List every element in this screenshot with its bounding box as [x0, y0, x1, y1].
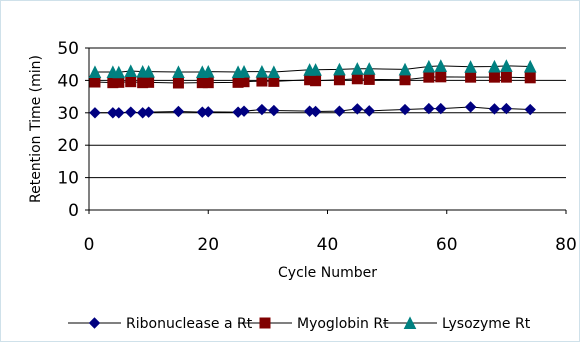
- series-2-point: [143, 76, 155, 88]
- series-3-point: [398, 62, 412, 76]
- y-tick-label: 50: [57, 39, 79, 59]
- series-2-point: [125, 76, 137, 88]
- legend-marker-2: [259, 317, 271, 329]
- y-axis-label: Retention Time (min): [28, 55, 44, 203]
- series-2-point: [351, 73, 363, 85]
- series-2-point: [113, 76, 125, 88]
- series-3-point: [464, 60, 477, 73]
- series-2-point: [465, 71, 477, 83]
- series-3-point: [422, 59, 436, 73]
- series-2-point: [333, 74, 345, 86]
- x-axis-label: Cycle Number: [278, 265, 377, 281]
- series-1-point: [399, 103, 411, 116]
- series-2-point: [202, 77, 214, 89]
- x-tick-label: 0: [84, 235, 95, 255]
- series-1-point: [309, 105, 322, 118]
- legend-label-1: Ribonuclease a Rt: [126, 316, 253, 332]
- series-1-point: [125, 106, 137, 118]
- series-1-point: [113, 107, 125, 119]
- series-2-point: [363, 73, 375, 85]
- series-2-point: [435, 71, 447, 83]
- series-1-point: [435, 102, 447, 115]
- series-1-point: [256, 103, 268, 116]
- legend-label-2: Myoglobin Rt: [297, 316, 389, 332]
- series-1-point: [268, 104, 280, 117]
- series-3-point: [124, 64, 138, 78]
- series-1-point: [363, 105, 375, 117]
- series-2-point: [89, 76, 101, 88]
- series-3-point: [172, 65, 185, 78]
- series-1-point: [423, 102, 435, 115]
- y-tick-label: 40: [57, 71, 79, 91]
- series-2-point: [423, 71, 435, 83]
- series-2-point: [310, 75, 322, 87]
- y-tick-label: 20: [57, 136, 79, 156]
- series-3-point: [88, 65, 102, 78]
- series-2-point: [488, 71, 500, 83]
- series-3-point: [267, 65, 281, 78]
- series-3-point: [112, 65, 126, 79]
- series-3-point: [142, 65, 155, 78]
- legend-marker-3: [403, 316, 417, 329]
- series-3-point: [237, 65, 251, 78]
- series-3-point: [488, 59, 501, 73]
- series-3-point: [523, 59, 537, 73]
- series-3-point: [351, 62, 364, 75]
- series-3-point: [309, 63, 322, 76]
- legend-marker-1: [88, 317, 101, 329]
- series-2-point: [238, 76, 250, 88]
- series-3-point: [500, 59, 513, 72]
- series-3-point: [434, 59, 448, 72]
- legend: Ribonuclease a Rt Myoglobin Rt Lysozyme Rt: [68, 316, 531, 332]
- series-3-point: [362, 62, 376, 75]
- tick-label-layer: 0 10 20 30 40 50 0 20 40 60 80: [57, 39, 576, 255]
- series-2-point: [500, 71, 512, 83]
- series-1-point: [488, 103, 501, 115]
- series-1-point: [89, 107, 101, 119]
- y-tick-label: 10: [57, 169, 79, 189]
- series-3-point: [255, 65, 269, 78]
- series-2-point: [172, 77, 184, 89]
- series-2-point: [399, 74, 411, 86]
- grid-layer: [89, 47, 566, 179]
- y-tick-label: 0: [68, 201, 79, 221]
- series-1-point: [524, 103, 536, 116]
- series-1-point: [351, 103, 364, 115]
- x-tick-label: 20: [197, 235, 219, 255]
- series-1-point: [333, 105, 346, 117]
- series-2-point: [524, 72, 536, 84]
- y-tick-label: 30: [57, 104, 79, 124]
- legend-label-3: Lysozyme Rt: [442, 316, 531, 332]
- marker-layer: [88, 59, 537, 119]
- x-tick-label: 60: [436, 235, 458, 255]
- series-1-point: [464, 101, 477, 113]
- series-1-point: [202, 106, 214, 118]
- axes-layer: [85, 47, 567, 214]
- series-3-point: [201, 65, 215, 78]
- series-1-point: [500, 102, 513, 115]
- x-tick-label: 40: [317, 235, 339, 255]
- x-tick-label: 80: [555, 235, 577, 255]
- series-1-point: [142, 106, 155, 118]
- series-1-point: [172, 105, 185, 118]
- series-1-point: [238, 105, 250, 117]
- series-3-point: [333, 62, 346, 76]
